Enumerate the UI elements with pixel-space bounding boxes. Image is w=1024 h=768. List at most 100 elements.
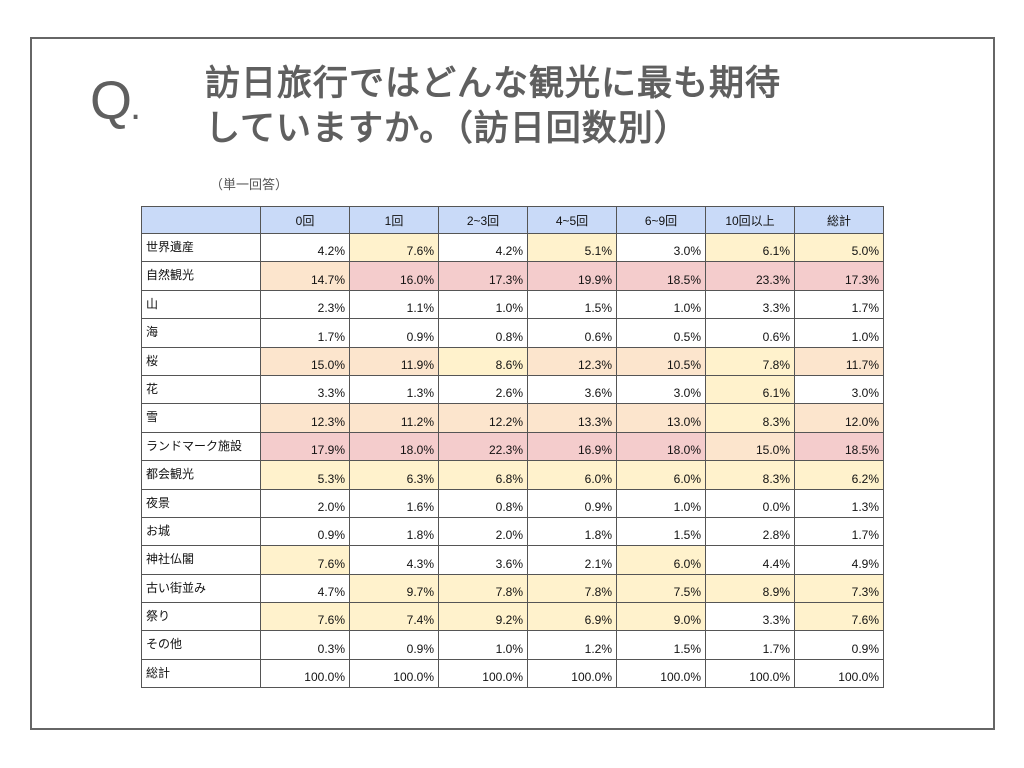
table-cell: 18.0%: [616, 431, 706, 462]
table-row: 総計 100.0% 100.0% 100.0% 100.0% 100.0% 100.0% 10…: [141, 658, 884, 689]
row-label: 桜: [141, 346, 261, 376]
table-cell: 9.2%: [438, 602, 528, 632]
column-header: 4~5回: [527, 206, 617, 234]
table-cell: 100.0%: [349, 658, 439, 689]
table-cell: 0.5%: [616, 318, 706, 348]
q-dot: .: [130, 84, 141, 128]
table-row: 海 1.7% 0.9% 0.8% 0.6% 0.5% 0.6% 1.0%: [141, 318, 884, 348]
table-cell: 18.5%: [616, 261, 706, 291]
row-label: 雪: [141, 403, 261, 433]
table-cell: 15.0%: [260, 346, 350, 376]
answer-type-note: （単一回答）: [210, 178, 289, 193]
table-cell: 0.3%: [260, 630, 350, 660]
table-row: ランドマーク施設 17.9% 18.0% 22.3% 16.9% 18.0% 15.0% 18…: [141, 431, 884, 462]
header-row: 0回 1回 2~3回 4~5回 6~9回 10回以上 総計: [141, 206, 884, 234]
table-cell: 10.5%: [616, 346, 706, 376]
table-cell: 1.0%: [438, 630, 528, 660]
table-cell: 4.2%: [438, 232, 528, 263]
table-cell: 8.3%: [705, 403, 795, 433]
table-cell: 0.9%: [349, 318, 439, 348]
table-cell: 12.3%: [260, 403, 350, 433]
table-cell: 0.9%: [527, 488, 617, 518]
column-header: 2~3回: [438, 206, 528, 234]
row-label: その他: [141, 630, 261, 660]
table-cell: 100.0%: [616, 658, 706, 689]
table-cell: 0.0%: [705, 488, 795, 518]
table-cell: 3.3%: [705, 289, 795, 320]
table-cell: 7.4%: [349, 602, 439, 632]
table-cell: 2.6%: [438, 374, 528, 405]
table-cell: 6.0%: [616, 460, 706, 490]
table-cell: 8.9%: [705, 573, 795, 604]
table-cell: 3.3%: [260, 374, 350, 405]
table-cell: 3.0%: [616, 374, 706, 405]
table-row: 夜景 2.0% 1.6% 0.8% 0.9% 1.0% 0.0% 1.3%: [141, 488, 884, 518]
table-cell: 9.0%: [616, 602, 706, 632]
table-cell: 18.0%: [349, 431, 439, 462]
table-cell: 2.1%: [527, 545, 617, 575]
table-cell: 1.3%: [794, 488, 884, 518]
table-cell: 7.8%: [527, 573, 617, 604]
table-cell: 1.8%: [527, 516, 617, 547]
table-cell: 3.6%: [527, 374, 617, 405]
slide-frame: [30, 37, 995, 730]
table-cell: 1.0%: [616, 488, 706, 518]
row-label: お城: [141, 516, 261, 547]
table-cell: 1.8%: [349, 516, 439, 547]
table-cell: 7.8%: [438, 573, 528, 604]
table-cell: 4.3%: [349, 545, 439, 575]
table-cell: 15.0%: [705, 431, 795, 462]
table-cell: 11.2%: [349, 403, 439, 433]
table-cell: 100.0%: [705, 658, 795, 689]
table-cell: 3.0%: [794, 374, 884, 405]
table-cell: 8.3%: [705, 460, 795, 490]
table-cell: 1.0%: [794, 318, 884, 348]
table-cell: 16.0%: [349, 261, 439, 291]
table-cell: 2.3%: [260, 289, 350, 320]
row-label: 海: [141, 318, 261, 348]
table-cell: 6.2%: [794, 460, 884, 490]
table-cell: 100.0%: [794, 658, 884, 689]
row-label: 山: [141, 289, 261, 320]
table-cell: 18.5%: [794, 431, 884, 462]
table-cell: 16.9%: [527, 431, 617, 462]
table-cell: 4.9%: [794, 545, 884, 575]
table-cell: 1.5%: [527, 289, 617, 320]
table-row: 都会観光 5.3% 6.3% 6.8% 6.0% 6.0% 8.3% 6.2%: [141, 460, 884, 490]
table-cell: 6.0%: [616, 545, 706, 575]
table-cell: 13.3%: [527, 403, 617, 433]
table-cell: 22.3%: [438, 431, 528, 462]
table-cell: 6.0%: [527, 460, 617, 490]
column-header: 1回: [349, 206, 439, 234]
table-cell: 12.2%: [438, 403, 528, 433]
table-cell: 23.3%: [705, 261, 795, 291]
table-cell: 0.6%: [527, 318, 617, 348]
table-cell: 1.5%: [616, 516, 706, 547]
table-cell: 0.6%: [705, 318, 795, 348]
table-cell: 9.7%: [349, 573, 439, 604]
table-cell: 1.1%: [349, 289, 439, 320]
table-cell: 6.3%: [349, 460, 439, 490]
column-header: 総計: [794, 206, 884, 234]
column-header: 0回: [260, 206, 350, 234]
table-cell: 1.7%: [794, 289, 884, 320]
table-cell: 2.0%: [438, 516, 528, 547]
slide-title: 訪日旅行ではどんな観光に最も期待 していますか。（訪日回数別）: [205, 62, 781, 152]
table-cell: 5.0%: [794, 232, 884, 263]
row-label: 世界遺産: [141, 232, 261, 263]
table-cell: 4.4%: [705, 545, 795, 575]
table-cell: 2.8%: [705, 516, 795, 547]
row-label: 自然観光: [141, 261, 261, 291]
table-cell: 0.8%: [438, 318, 528, 348]
table-body: 世界遺産 4.2% 7.6% 4.2% 5.1% 3.0% 6.1% 5.0% 自然観光 14.7…: [141, 232, 884, 689]
title-line-1: 訪日旅行ではどんな観光に最も期待: [205, 64, 782, 104]
table-cell: 100.0%: [438, 658, 528, 689]
table-cell: 5.1%: [527, 232, 617, 263]
table-row: 自然観光 14.7% 16.0% 17.3% 19.9% 18.5% 23.3% 17.3%: [141, 261, 884, 291]
table-cell: 17.3%: [794, 261, 884, 291]
table-cell: 7.8%: [705, 346, 795, 376]
table-cell: 4.2%: [260, 232, 350, 263]
table-cell: 100.0%: [260, 658, 350, 689]
table-cell: 6.1%: [705, 374, 795, 405]
q-letter: Q: [90, 71, 132, 131]
